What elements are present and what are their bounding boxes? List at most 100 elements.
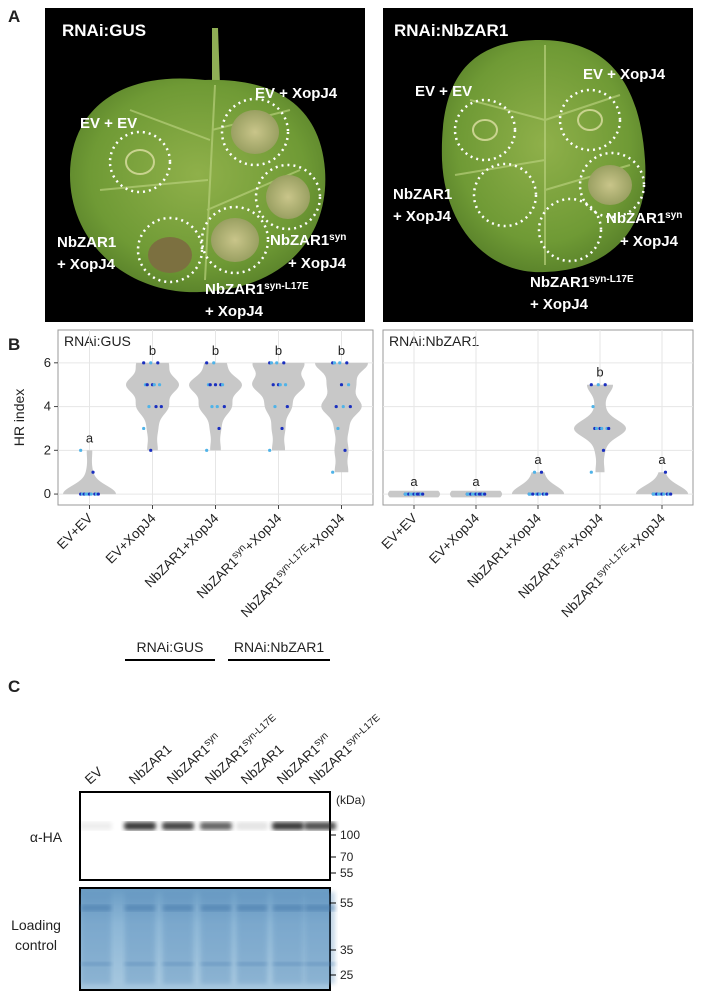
label-part: EV+EV: [54, 511, 96, 553]
stain-band: [125, 905, 155, 911]
blot-band: [272, 822, 304, 830]
data-point: [215, 404, 219, 409]
group-label: RNAi:GUS: [137, 639, 204, 655]
data-point: [142, 361, 146, 365]
label-part: NbZAR1: [205, 281, 264, 298]
label-sup: syn-L17E: [343, 712, 382, 749]
data-point: [596, 383, 600, 387]
data-point: [149, 361, 153, 365]
data-point: [600, 426, 604, 431]
label-sup: syn-L17E: [264, 281, 309, 292]
category-label: EV+EV: [378, 511, 420, 553]
spot-label: NbZAR1: [57, 234, 116, 251]
label-part: NbZAR1: [238, 573, 285, 620]
label-part: EV: [82, 764, 105, 787]
data-point: [591, 404, 595, 409]
spot-label: EV + EV: [415, 83, 472, 100]
data-point: [341, 404, 345, 409]
significance-letter: b: [275, 343, 282, 358]
marker-label: 70: [340, 850, 354, 864]
data-point: [283, 383, 288, 387]
significance-letter: a: [472, 474, 480, 489]
violin-charts: 0 2 4 6 HR index RNAi:GUS a EV+EV b EV+XopJ4 b NbZA…: [11, 329, 694, 620]
data-point: [285, 404, 289, 409]
spot-label: EV + XopJ4: [583, 66, 666, 83]
spot-label: NbZAR1syn-L17E: [205, 281, 309, 299]
photo-title: RNAi:GUS: [62, 21, 146, 40]
label-part: NbZAR1: [515, 554, 562, 601]
significance-letter: b: [596, 365, 603, 380]
data-point: [477, 492, 482, 496]
data-point: [154, 404, 158, 409]
stain-band: [125, 962, 155, 966]
data-point: [84, 492, 88, 496]
data-point: [338, 361, 342, 365]
label-part: EV+EV: [378, 511, 420, 553]
stain-band: [163, 962, 193, 966]
category-label: EV+EV: [54, 511, 96, 553]
blot-band: [236, 822, 268, 830]
data-point: [663, 470, 668, 474]
spot-label: EV + EV: [80, 115, 137, 132]
stain-band: [237, 905, 267, 911]
spot-label: + XopJ4: [393, 208, 452, 225]
data-point: [603, 383, 607, 387]
data-point: [538, 492, 542, 496]
data-point: [539, 470, 544, 474]
data-point: [545, 492, 549, 496]
data-point: [336, 426, 340, 431]
panel-label: C: [8, 677, 20, 696]
label-sup: syn: [665, 210, 682, 221]
label-part: NbZAR1: [606, 210, 665, 227]
data-point: [280, 426, 284, 431]
blot-band: [80, 822, 112, 830]
stain-band: [237, 962, 267, 966]
spot-label: + XopJ4: [205, 303, 264, 320]
data-point: [273, 404, 277, 409]
y-tick-label: 0: [44, 486, 51, 501]
data-point: [607, 426, 611, 431]
data-point: [152, 383, 156, 387]
data-point: [334, 404, 338, 409]
stain-band: [305, 962, 335, 966]
panel-label: A: [8, 7, 20, 26]
violin: [635, 472, 689, 495]
category-label: EV+XopJ4: [103, 510, 159, 566]
stain-band: [273, 905, 303, 911]
data-point: [594, 426, 599, 431]
data-point: [483, 492, 487, 496]
violin: [63, 450, 116, 495]
label-sup: syn-L17E: [273, 542, 311, 580]
data-point: [271, 383, 275, 387]
data-point: [89, 492, 93, 496]
label-sup: syn-L17E: [589, 274, 634, 285]
marker-label: 100: [340, 828, 360, 842]
data-point: [346, 383, 351, 387]
data-point: [217, 426, 221, 431]
label-part: EV+XopJ4: [426, 510, 482, 566]
data-point: [589, 383, 593, 387]
data-point: [408, 492, 413, 496]
label-sup: syn-L17E: [239, 712, 278, 749]
data-point: [142, 426, 146, 431]
loading-label: control: [15, 937, 57, 953]
marker-label: 35: [340, 943, 354, 957]
significance-letter: b: [212, 343, 219, 358]
spot-label: + XopJ4: [288, 255, 347, 272]
stain-band: [201, 962, 231, 966]
stain-band: [81, 905, 111, 911]
blot-band: [124, 822, 156, 830]
data-point: [331, 470, 335, 474]
spot-label: + XopJ4: [530, 296, 589, 313]
data-point: [465, 492, 469, 496]
data-point: [343, 448, 347, 452]
data-point: [208, 383, 212, 387]
stain-band: [163, 905, 193, 911]
marker-label: 55: [340, 896, 354, 910]
label-part: +XopJ4: [304, 510, 348, 554]
blot-band: [200, 822, 232, 830]
data-point: [159, 404, 163, 409]
category-label: EV: [82, 764, 105, 787]
